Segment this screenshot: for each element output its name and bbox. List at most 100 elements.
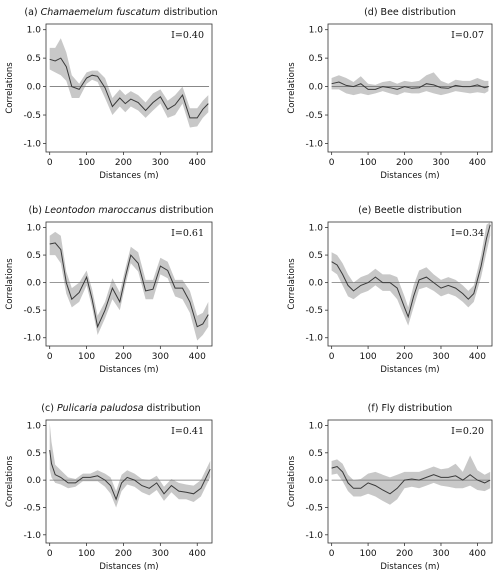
moran-i-annotation: I=0.41: [171, 426, 204, 437]
x-axis-label: Distances (m): [380, 365, 439, 375]
x-tick-label: 0: [47, 352, 53, 362]
x-tick-label: 100: [359, 549, 376, 559]
moran-i-annotation: I=0.34: [451, 228, 484, 239]
panel-title-prefix: (b): [28, 205, 44, 216]
y-tick-label: -0.5: [305, 503, 323, 513]
y-tick-label: -0.5: [305, 306, 323, 316]
panel-title-suffix: Beetle distribution: [374, 205, 462, 216]
y-axis-label: Correlations: [287, 62, 297, 114]
y-tick-label: -0.5: [305, 111, 323, 121]
panel-title: (f) Fly distribution: [368, 403, 453, 414]
panel-title-species: Chamaemelum fuscatum: [41, 7, 161, 18]
panel-title: (c) Pulicaria paludosa distribution: [41, 403, 200, 414]
correlation-line: [49, 450, 211, 501]
confidence-band: [49, 231, 209, 341]
panel-title: (d) Bee distribution: [364, 7, 456, 18]
x-tick-label: 300: [152, 352, 169, 362]
moran-i-annotation: I=0.61: [171, 228, 204, 239]
y-tick-label: 1.0: [27, 421, 42, 431]
x-tick-label: 300: [152, 158, 169, 168]
x-axis-label: Distances (m): [99, 365, 158, 375]
x-axis-label: Distances (m): [99, 562, 158, 572]
y-tick-label: 1.0: [27, 26, 42, 36]
plot-frame: [45, 419, 213, 544]
x-axis-label: Distances (m): [380, 562, 439, 572]
y-axis-label: Correlations: [5, 62, 15, 114]
panel-title-prefix: (c): [41, 403, 57, 414]
panel-title-species: Leontodon maroccanus: [45, 205, 156, 216]
y-tick-label: 0.0: [27, 279, 42, 289]
moran-i-annotation: I=0.20: [451, 426, 484, 437]
y-tick-label: -1.0: [305, 334, 323, 344]
moran-i-annotation: I=0.07: [451, 30, 484, 41]
x-tick-label: 100: [78, 352, 95, 362]
x-tick-label: 400: [189, 352, 206, 362]
x-tick-label: 300: [152, 549, 169, 559]
y-tick-label: 0.5: [27, 449, 41, 459]
panel-1: (a) Chamaemelum fuscatum distribution 1.0…: [5, 7, 218, 181]
confidence-band: [49, 422, 211, 508]
plot-frame: [327, 221, 493, 347]
panel-title: (e) Beetle distribution: [358, 205, 462, 216]
x-tick-label: 200: [115, 158, 132, 168]
y-tick-label: 0.5: [27, 251, 41, 261]
x-tick-label: 0: [329, 158, 335, 168]
x-tick-label: 400: [469, 549, 486, 559]
y-tick-label: 0.0: [309, 476, 324, 486]
x-tick-label: 0: [329, 549, 335, 559]
y-axis-label: Correlations: [287, 455, 297, 507]
x-tick-label: 0: [329, 352, 335, 362]
y-tick-label: 0.5: [309, 54, 323, 64]
x-tick-label: 300: [432, 158, 449, 168]
panel-6: (f) Fly distribution 1.0 0.5 0.0 -0.5 -1.0 0 10…: [287, 403, 493, 572]
panel-title-prefix: (a): [24, 7, 40, 18]
correlation-line: [331, 465, 491, 495]
y-tick-label: 0.0: [27, 476, 42, 486]
panel-3: (b) Leontodon maroccanus distribution 1.0…: [5, 205, 214, 375]
y-tick-label: 1.0: [27, 224, 42, 234]
y-tick-label: -1.0: [23, 531, 41, 541]
correlation-line: [49, 57, 209, 119]
correlation-line: [331, 81, 489, 90]
panel-4: (e) Beetle distribution 1.0 0.5 0.0 -0.5 -1.0…: [287, 205, 493, 375]
x-tick-label: 200: [396, 158, 413, 168]
correlation-line: [49, 242, 209, 329]
y-tick-label: 0.0: [27, 83, 42, 93]
x-tick-label: 400: [469, 158, 486, 168]
panel-title-prefix: (f): [368, 403, 382, 414]
panel-title-prefix: (d): [364, 7, 380, 18]
panel-title: (b) Leontodon maroccanus distribution: [28, 205, 213, 216]
panel-title-suffix: Bee distribution: [381, 7, 456, 18]
x-tick-label: 100: [78, 158, 95, 168]
y-axis-label: Correlations: [5, 455, 15, 507]
x-tick-label: 200: [115, 549, 132, 559]
panel-title-suffix: Fly distribution: [381, 403, 452, 414]
x-axis-label: Distances (m): [380, 171, 439, 181]
y-tick-label: 1.0: [309, 421, 324, 431]
x-tick-label: 200: [396, 549, 413, 559]
y-tick-label: 0.5: [27, 54, 41, 64]
y-axis-label: Correlations: [287, 258, 297, 310]
x-tick-label: 400: [189, 158, 206, 168]
y-tick-label: -0.5: [23, 111, 41, 121]
plot-frame: [45, 221, 213, 347]
moran-i-annotation: I=0.40: [171, 30, 204, 41]
correlation-line: [331, 224, 491, 319]
y-tick-label: -1.0: [23, 139, 41, 149]
y-tick-label: 0.0: [309, 83, 324, 93]
y-tick-label: -1.0: [23, 334, 41, 344]
panel-title: (a) Chamaemelum fuscatum distribution: [24, 7, 217, 18]
y-tick-label: 0.5: [309, 251, 323, 261]
confidence-band: [331, 72, 489, 96]
plot-frame: [45, 23, 213, 153]
y-tick-label: -1.0: [305, 531, 323, 541]
y-tick-label: 0.0: [309, 279, 324, 289]
y-tick-label: -1.0: [305, 139, 323, 149]
panel-title-suffix: distribution: [144, 403, 201, 414]
x-tick-label: 300: [432, 352, 449, 362]
panel-title-prefix: (e): [358, 205, 374, 216]
confidence-band: [49, 38, 209, 128]
y-tick-label: 1.0: [309, 26, 324, 36]
x-tick-label: 200: [115, 352, 132, 362]
